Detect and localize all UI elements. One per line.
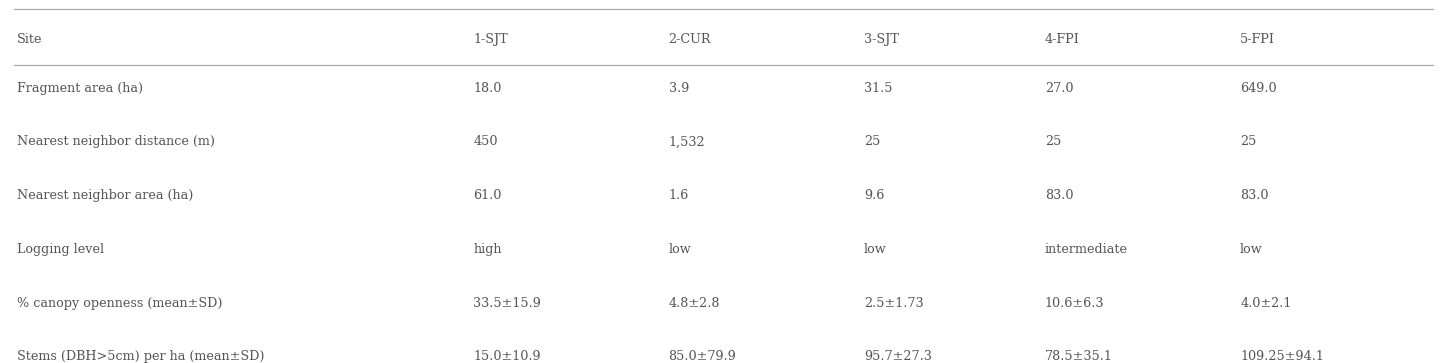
Text: 649.0: 649.0 bbox=[1240, 82, 1276, 95]
Text: 1,532: 1,532 bbox=[669, 135, 705, 148]
Text: Nearest neighbor area (ha): Nearest neighbor area (ha) bbox=[17, 189, 194, 202]
Text: Logging level: Logging level bbox=[17, 243, 104, 256]
Text: high: high bbox=[473, 243, 502, 256]
Text: 33.5±15.9: 33.5±15.9 bbox=[473, 297, 541, 310]
Text: 2.5±1.73: 2.5±1.73 bbox=[864, 297, 923, 310]
Text: 95.7±27.3: 95.7±27.3 bbox=[864, 350, 932, 363]
Text: Site: Site bbox=[17, 33, 43, 46]
Text: 78.5±35.1: 78.5±35.1 bbox=[1045, 350, 1113, 363]
Text: 2-CUR: 2-CUR bbox=[669, 33, 710, 46]
Text: 1.6: 1.6 bbox=[669, 189, 689, 202]
Text: 27.0: 27.0 bbox=[1045, 82, 1074, 95]
Text: 31.5: 31.5 bbox=[864, 82, 893, 95]
Text: Fragment area (ha): Fragment area (ha) bbox=[17, 82, 143, 95]
Text: 4-FPI: 4-FPI bbox=[1045, 33, 1079, 46]
Text: 5-FPI: 5-FPI bbox=[1240, 33, 1275, 46]
Text: 3-SJT: 3-SJT bbox=[864, 33, 899, 46]
Text: 25: 25 bbox=[864, 135, 880, 148]
Text: 85.0±79.9: 85.0±79.9 bbox=[669, 350, 737, 363]
Text: Nearest neighbor distance (m): Nearest neighbor distance (m) bbox=[17, 135, 216, 148]
Text: intermediate: intermediate bbox=[1045, 243, 1127, 256]
Text: 9.6: 9.6 bbox=[864, 189, 884, 202]
Text: 61.0: 61.0 bbox=[473, 189, 502, 202]
Text: low: low bbox=[669, 243, 692, 256]
Text: 25: 25 bbox=[1045, 135, 1061, 148]
Text: 83.0: 83.0 bbox=[1045, 189, 1074, 202]
Text: % canopy openness (mean±SD): % canopy openness (mean±SD) bbox=[17, 297, 223, 310]
Text: 18.0: 18.0 bbox=[473, 82, 502, 95]
Text: 10.6±6.3: 10.6±6.3 bbox=[1045, 297, 1104, 310]
Text: low: low bbox=[1240, 243, 1263, 256]
Text: low: low bbox=[864, 243, 887, 256]
Text: 4.8±2.8: 4.8±2.8 bbox=[669, 297, 721, 310]
Text: 1-SJT: 1-SJT bbox=[473, 33, 508, 46]
Text: Stems (DBH>5cm) per ha (mean±SD): Stems (DBH>5cm) per ha (mean±SD) bbox=[17, 350, 265, 363]
Text: 3.9: 3.9 bbox=[669, 82, 689, 95]
Text: 15.0±10.9: 15.0±10.9 bbox=[473, 350, 541, 363]
Text: 83.0: 83.0 bbox=[1240, 189, 1269, 202]
Text: 450: 450 bbox=[473, 135, 498, 148]
Text: 25: 25 bbox=[1240, 135, 1256, 148]
Text: 109.25±94.1: 109.25±94.1 bbox=[1240, 350, 1324, 363]
Text: 4.0±2.1: 4.0±2.1 bbox=[1240, 297, 1292, 310]
